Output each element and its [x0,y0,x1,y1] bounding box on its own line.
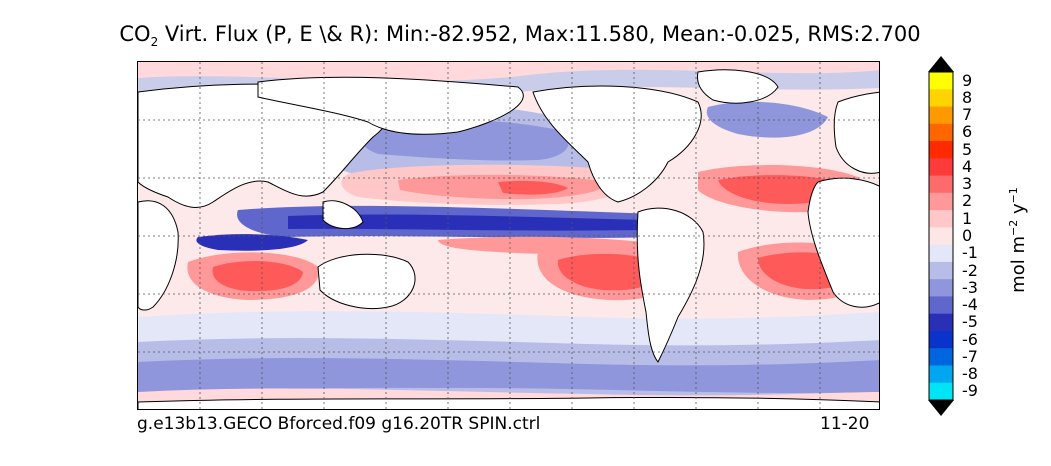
title-suffix: Virt. Flux (P, E \& R): Min:-82.952, Max… [158,22,921,46]
colorbar-segment [929,106,953,125]
colorbar-segment [929,175,953,194]
north-pacific-red-core [498,180,568,195]
colorbar-tick-label: -5 [962,312,978,332]
land-north-america [532,85,702,203]
colorbar-segment [929,261,953,280]
colorbar-extend-bottom [928,400,954,416]
land-africa [807,177,879,308]
colorbar-tick-label: -4 [962,295,978,315]
colorbar-segment [929,123,953,142]
colorbar-segment [929,192,953,211]
colorbar-segment [929,348,953,366]
land-se-asia [322,200,364,229]
title-prefix: CO [119,22,151,46]
indian-blue-band [196,234,308,251]
colorbar-tick-label: 8 [962,87,973,107]
colorbar-tick-label: 3 [962,174,973,194]
title-subscript: 2 [150,35,159,50]
map-gridlines [138,62,879,409]
colorbar-tick-label: -8 [962,364,978,384]
land-europe [833,91,879,174]
colorbar-tick-label: -6 [962,329,978,349]
run-name-label: g.e13b13.GECO Bforced.f09 g16.20TR SPIN.… [137,414,541,434]
colorbar-tick-label: 7 [962,105,973,125]
south-indian-gyre-core [212,260,303,292]
colorbar-segment [929,382,953,401]
southern-ocean-blue-core [138,358,879,394]
colorbar-segment [929,244,953,263]
colorbar-tick-label: 1 [962,208,973,228]
period-label: 11-20 [820,414,870,434]
chart-title: CO2 Virt. Flux (P, E \& R): Min:-82.952,… [0,22,1040,49]
colorbar-tick-label: -1 [962,243,978,263]
land-masses [138,69,879,409]
colorbar-tick-label: 6 [962,122,973,142]
land-africa-east-edge [138,200,179,311]
units-base: mol m [1008,236,1029,293]
units-exponent-2: −1 [1007,187,1020,204]
colorbar-tick-label: 0 [962,226,973,245]
colorbar-segment [929,89,953,108]
colorbar-segment [929,296,953,315]
colorbar-segment [929,313,953,332]
land-australia [317,253,416,309]
colorbar-tick-label: -2 [962,260,978,280]
units-exponent-1: −2 [1007,219,1020,236]
land-south-america [636,207,705,363]
colorbar-tick-label: 5 [962,139,973,159]
flux-map [138,62,879,409]
colorbar-tick-label: 2 [962,191,973,211]
colorbar-tick-label: -7 [962,346,978,366]
colorbar-segment [929,72,953,90]
colorbar-segment [929,330,953,349]
south-pacific-gyre-core [557,253,663,291]
equatorial-pacific-core [288,214,648,231]
colorbar-tick-label: -9 [962,381,978,401]
colorbar-units-label: mol m−2 y−1 [1007,187,1029,293]
colorbar-tick-label: 4 [962,156,973,176]
north-atlantic-blue [706,101,828,138]
colorbar-segment [929,158,953,177]
colorbar-segment [929,210,953,228]
land-antarctica [138,396,879,409]
map-panel [137,61,880,410]
colorbar-tick-label: 9 [962,70,973,90]
units-mid: y [1008,203,1029,220]
colorbar [928,56,954,416]
colorbar-tick-label: -3 [962,277,978,297]
colorbar-extend-top [928,56,954,72]
land-north-asia [257,76,524,135]
colorbar-segment [929,279,953,297]
colorbar-segment [929,141,953,159]
colorbar-segment [929,365,953,384]
colorbar-segment [929,227,953,246]
